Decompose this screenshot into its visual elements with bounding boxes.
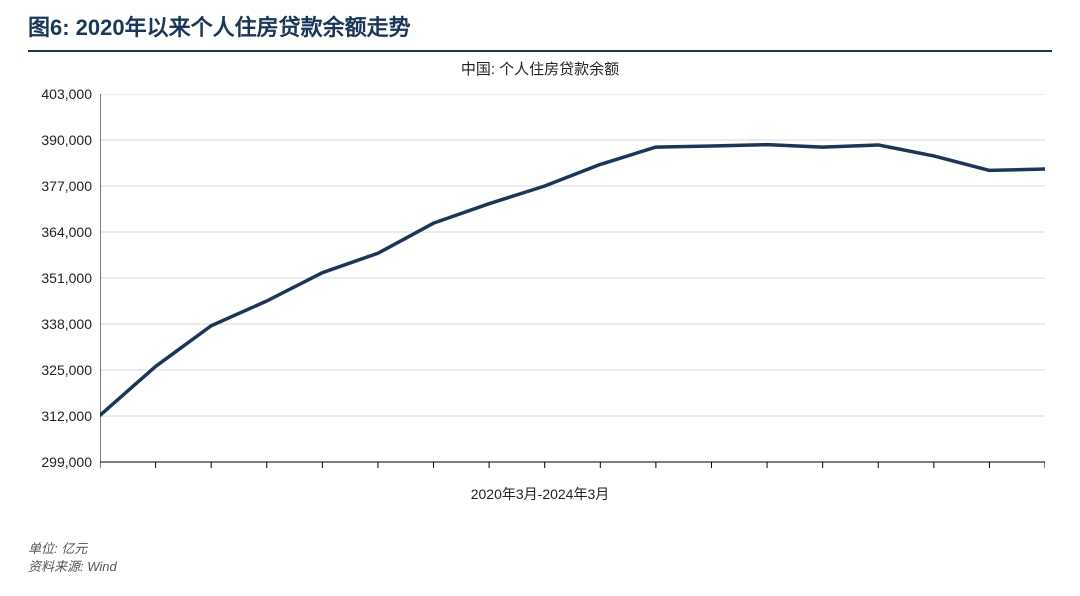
x-axis-label: 2020年3月-2024年3月 (28, 484, 1052, 504)
chart-area: 299,000 312,000 325,000 338,000 351,000 364,0… (28, 82, 1052, 512)
y-tick-label: 338,000 (41, 316, 100, 332)
unit-label: 单位: 亿元 (28, 540, 117, 558)
chart-title: 图6: 2020年以来个人住房贷款余额走势 (28, 10, 1052, 42)
chart-footer: 单位: 亿元 资料来源: Wind (28, 540, 117, 576)
chart-title-bar: 图6: 2020年以来个人住房贷款余额走势 (28, 10, 1052, 52)
source-label: 资料来源: Wind (28, 558, 117, 576)
plot-area: 299,000312,000325,000338,000351,000364,0… (100, 94, 1045, 462)
chart-container: 图6: 2020年以来个人住房贷款余额走势 中国: 个人住房贷款余额 299,0… (0, 0, 1080, 596)
y-tick-label: 364,000 (41, 224, 100, 240)
y-tick-label: 403,000 (41, 86, 100, 102)
y-tick-label: 390,000 (41, 132, 100, 148)
y-tick-label: 325,000 (41, 362, 100, 378)
y-tick-label: 299,000 (41, 454, 100, 470)
y-tick-label: 351,000 (41, 270, 100, 286)
chart-legend: 中国: 个人住房贷款余额 (0, 58, 1080, 79)
line-series (100, 94, 1045, 470)
y-tick-label: 377,000 (41, 178, 100, 194)
y-tick-label: 312,000 (41, 408, 100, 424)
